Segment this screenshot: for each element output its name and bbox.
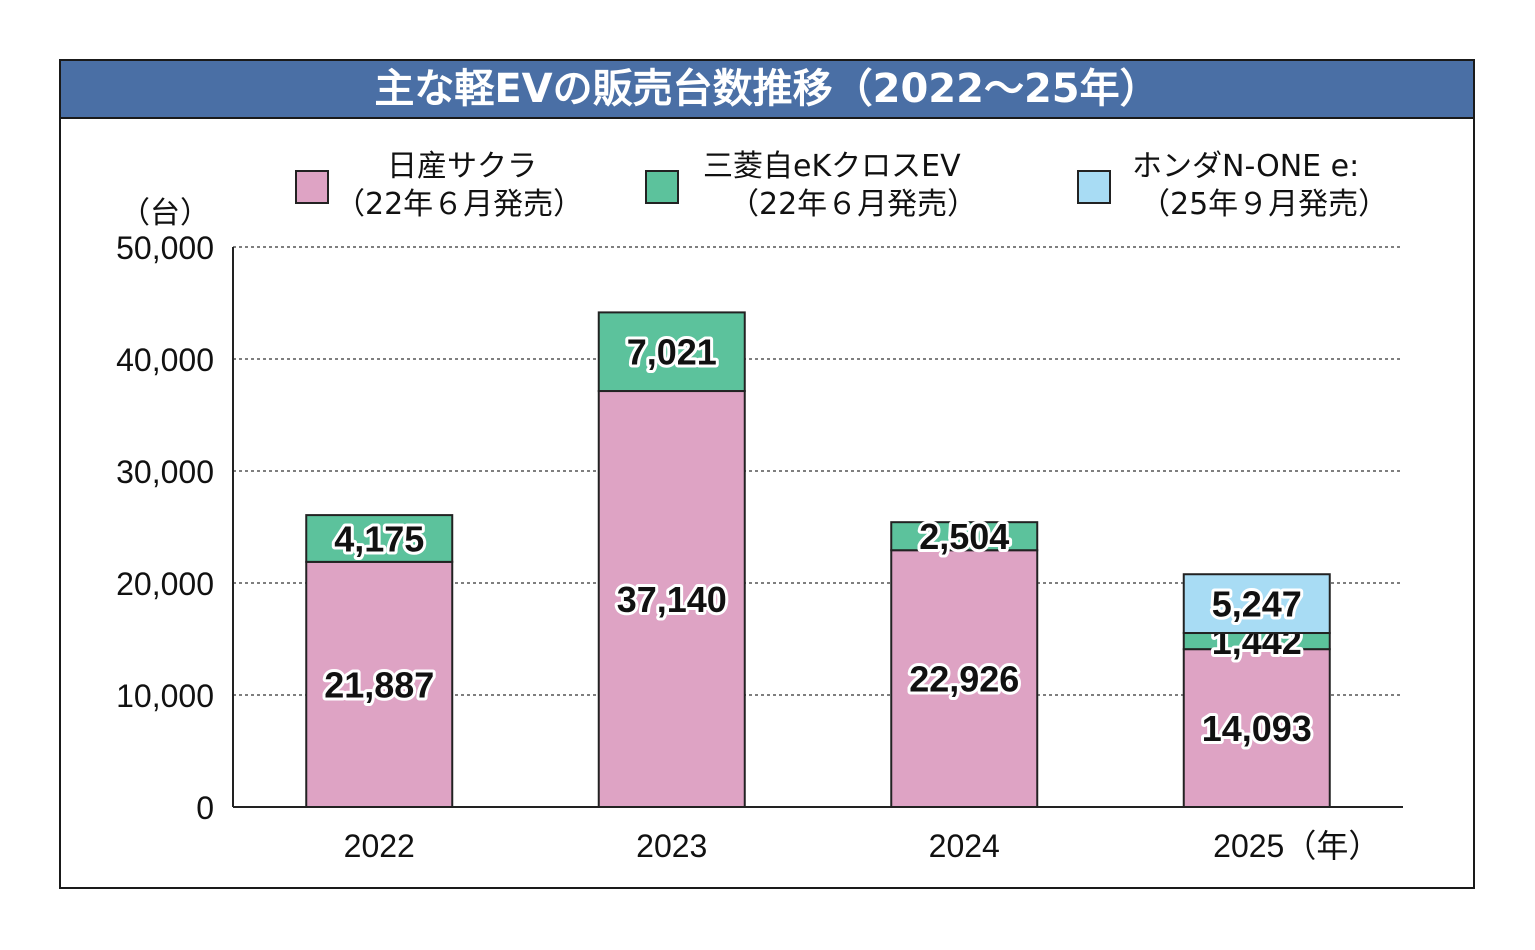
x-tick-label: 2022 [344, 828, 415, 864]
bar-ekcross-2024 [890, 521, 1039, 552]
legend-swatch-ekcross [645, 170, 679, 204]
y-tick-label: 20,000 [116, 566, 214, 602]
bar-none-2025 [1182, 573, 1331, 635]
bar-ekcross-2022 [305, 514, 454, 563]
bar-sakura-2024 [890, 549, 1039, 809]
legend-note-ekcross: （22年６月発売） [729, 187, 978, 222]
legend-note-sakura: （22年６月発売） [335, 187, 584, 222]
legend-swatch-sakura [295, 170, 329, 204]
y-tick-label: 30,000 [116, 454, 214, 490]
legend-label-ekcross: 三菱自eKクロスEV [703, 149, 961, 184]
bar-ekcross-2023 [597, 311, 746, 393]
data-label-ekcross-2023: 7,021 [627, 332, 717, 373]
chart-title: 主な軽EVの販売台数推移（2022〜25年） [61, 61, 1473, 119]
legend-label-none: ホンダN-ONE e: [1132, 149, 1360, 184]
data-label-sakura-2022: 21,887 [324, 664, 434, 705]
legend-note-none: （25年９月発売） [1140, 187, 1389, 222]
x-tick-label: 2024 [929, 828, 1000, 864]
y-axis-unit-label: （台） [120, 196, 210, 231]
data-label-ekcross-2024: 2,504 [919, 516, 1009, 557]
y-tick-label: 0 [196, 790, 214, 826]
data-label-sakura-2024: 22,926 [909, 659, 1019, 700]
legend-swatch-none [1077, 170, 1111, 204]
data-label-sakura-2023: 37,140 [617, 579, 727, 620]
bar-sakura-2025 [1182, 648, 1331, 808]
bar-sakura-2023 [597, 390, 746, 808]
legend-label-sakura: 日産サクラ [387, 149, 537, 184]
data-label-ekcross-2022: 4,175 [334, 518, 424, 559]
y-tick-label: 50,000 [116, 230, 214, 266]
y-tick-label: 10,000 [116, 678, 214, 714]
bar-sakura-2022 [305, 560, 454, 808]
data-label-sakura-2025: 14,093 [1202, 708, 1312, 749]
x-tick-label: 2023 [636, 828, 707, 864]
data-label-none-2025: 5,247 [1212, 584, 1302, 625]
x-tick-label: 2025（年） [1213, 828, 1380, 864]
y-tick-label: 40,000 [116, 342, 214, 378]
